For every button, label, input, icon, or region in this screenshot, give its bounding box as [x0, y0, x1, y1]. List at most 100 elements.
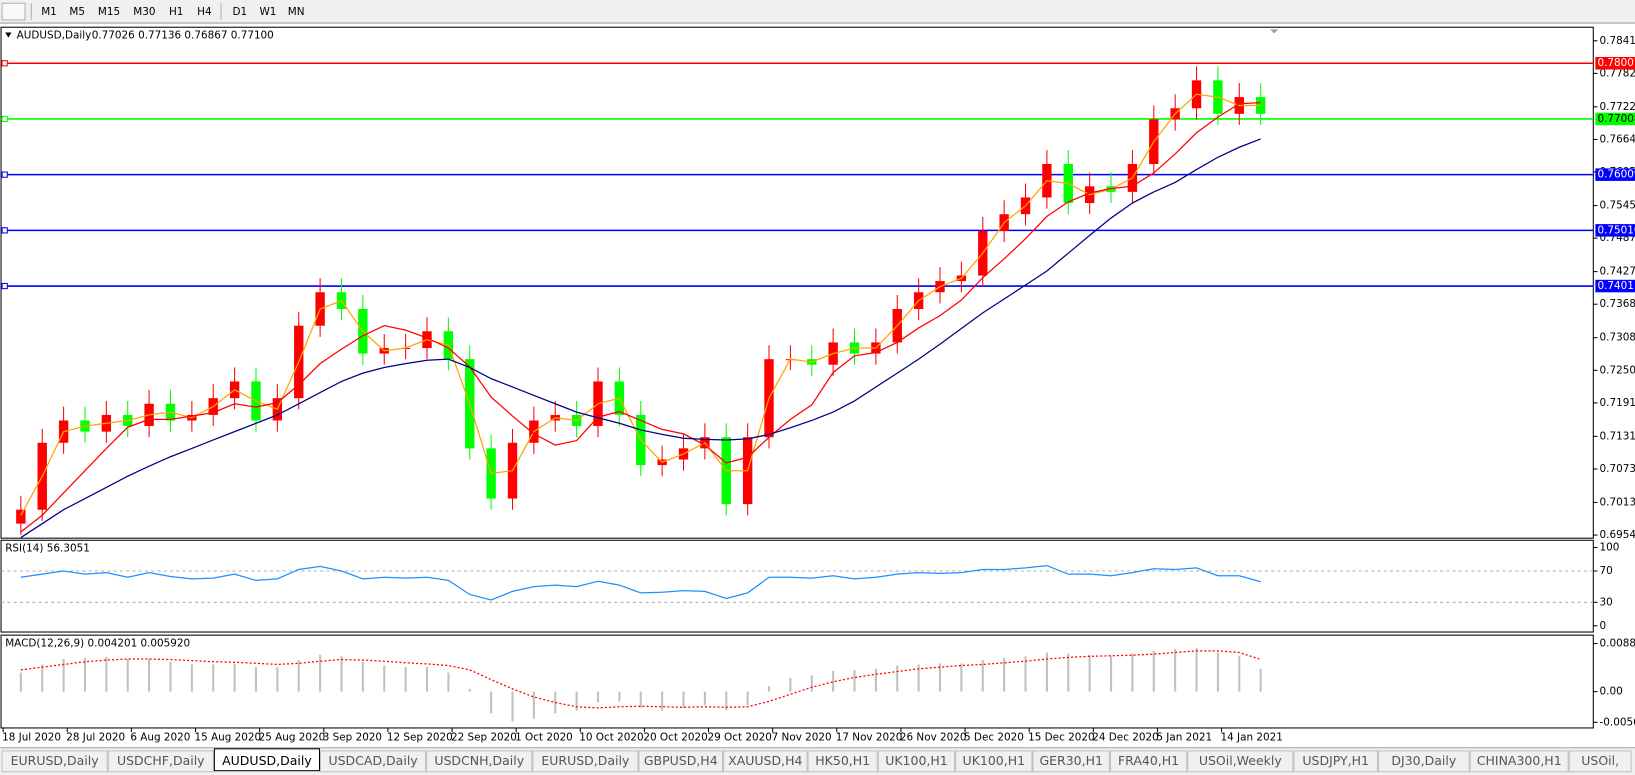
y-tick-label: 30	[1600, 596, 1613, 608]
tab-background	[532, 750, 639, 773]
macd-panel-border	[0, 634, 1594, 729]
tab-label: USDCAD,Daily	[328, 753, 418, 768]
tab-background	[955, 750, 1033, 773]
x-tick-label: 28 Jul 2020	[66, 731, 125, 743]
y-tick-label: 0.00884	[1600, 638, 1635, 650]
x-tick-label: 5 Dec 2020	[964, 731, 1024, 743]
timeframe-button[interactable]	[254, 3, 282, 20]
tab-background	[1293, 750, 1378, 773]
tab[interactable]: CHINA300,H1	[1469, 750, 1569, 773]
level-label-box	[1595, 112, 1635, 126]
tab[interactable]: USDCHF,Daily	[107, 750, 214, 773]
tab-background	[723, 750, 808, 773]
tab-background	[426, 750, 533, 773]
level-label-box	[1595, 279, 1635, 293]
timeframe-button[interactable]	[35, 3, 63, 20]
tab-label: GBPUSD,H4	[644, 753, 718, 768]
tab[interactable]: EURUSD,Daily	[1, 750, 108, 773]
level-handle	[1, 60, 8, 67]
timeframe-button[interactable]	[226, 3, 254, 20]
level-label-box	[1595, 168, 1635, 181]
y-tick-label: 0.70730	[1600, 463, 1635, 475]
panel-arrow	[5, 32, 12, 38]
y-tick-label: 0.72500	[1600, 364, 1635, 376]
macd-title: MACD(12,26,9) 0.004201 0.005920	[5, 637, 190, 649]
candle-body	[1255, 97, 1266, 114]
tab[interactable]: GER30,H1	[1032, 750, 1110, 773]
tab[interactable]: EURUSD,Daily	[532, 750, 639, 773]
timeframe-button[interactable]	[190, 3, 218, 20]
moving-average	[20, 138, 1261, 539]
tab-label: AUDUSD,Daily	[222, 753, 312, 768]
y-tick-label: 70	[1600, 565, 1613, 577]
y-tick-label: 0.69545	[1600, 529, 1635, 541]
x-tick-label: 1 Oct 2020	[515, 731, 573, 743]
moving-average	[20, 102, 1261, 533]
tab[interactable]: DJ30,Daily	[1377, 750, 1470, 773]
x-tick-label: 24 Dec 2020	[1092, 731, 1158, 743]
tab-background	[1109, 750, 1188, 773]
timeframe-button[interactable]	[63, 3, 91, 20]
y-tick-label: 0	[1600, 620, 1607, 632]
timeframe-label: H4	[197, 6, 212, 18]
tab-background	[1187, 750, 1294, 773]
y-tick-label: 0.77825	[1600, 67, 1635, 79]
tab-background	[107, 750, 214, 773]
tab[interactable]: USOil,Weekly	[1187, 750, 1294, 773]
y-tick-label: 0.73085	[1600, 332, 1635, 344]
tab[interactable]: GBPUSD,H4	[638, 750, 724, 773]
rsi-title: RSI(14) 56.3051	[5, 543, 90, 555]
tab-label: USOil,	[1581, 753, 1619, 768]
y-tick-label: 0.71915	[1600, 397, 1635, 409]
level-handle	[1, 115, 8, 123]
tab[interactable]: XAUUSD,H4	[723, 750, 808, 773]
timeframe-label: M30	[133, 6, 155, 18]
tab[interactable]: HK50,H1	[807, 750, 878, 773]
y-tick-label: 0.76640	[1600, 133, 1635, 145]
x-tick-label: 17 Nov 2020	[836, 731, 903, 743]
timeframe-button[interactable]	[127, 3, 162, 20]
toolbar-menu-button[interactable]	[1, 2, 26, 21]
tab[interactable]: UK100,H1	[877, 750, 956, 773]
tab-label: USDJPY,H1	[1302, 753, 1369, 768]
level-handle	[1, 171, 8, 178]
shift-marker	[1270, 29, 1279, 34]
tab-background	[1469, 750, 1569, 773]
tab[interactable]: USDCNH,Daily	[426, 750, 533, 773]
level-label: 0.78007	[1597, 57, 1635, 69]
tab[interactable]: FRA40,H1	[1109, 750, 1188, 773]
y-tick-label: -0.00565	[1600, 716, 1635, 728]
y-tick-label: 0.73685	[1600, 298, 1635, 310]
timeframe-button[interactable]	[91, 3, 127, 20]
rsi-panel-border	[0, 539, 1594, 633]
main-panel-border	[0, 26, 1594, 539]
tab[interactable]: AUDUSD,Daily	[213, 748, 321, 772]
x-tick-label: 26 Nov 2020	[900, 731, 967, 743]
level-label: 0.77008	[1597, 113, 1635, 125]
y-tick-label: 0.78410	[1600, 35, 1635, 47]
tab-label: DJ30,Daily	[1391, 753, 1456, 768]
tab-label: USOil,Weekly	[1199, 753, 1283, 768]
timeframe-label: M1	[41, 6, 57, 18]
tab-label: UK100,H1	[963, 753, 1026, 768]
y-tick-label: 100	[1600, 542, 1620, 554]
timeframe-button[interactable]	[282, 3, 310, 20]
level-label-box	[1595, 224, 1635, 237]
x-tick-label: 15 Aug 2020	[194, 731, 261, 743]
tab[interactable]: USDCAD,Daily	[320, 750, 427, 773]
x-tick-label: 15 Dec 2020	[1028, 731, 1094, 743]
tab[interactable]: USOil,	[1568, 750, 1632, 773]
tab-background	[1032, 750, 1110, 773]
ohlc-header: 0.77026 0.77136 0.76867 0.77100	[92, 30, 274, 42]
tab[interactable]: UK100,H1	[955, 750, 1033, 773]
x-tick-label: 5 Jan 2021	[1156, 731, 1212, 743]
tab[interactable]: USDJPY,H1	[1293, 750, 1378, 773]
timeframe-bar: M1 M5 M15 M30 H1 H4 D1 W1 MN	[35, 3, 310, 20]
rsi-line	[20, 564, 1261, 601]
timeframe-button[interactable]	[162, 3, 190, 20]
x-tick-label: 14 Jan 2021	[1221, 731, 1283, 743]
level-label-box	[1595, 56, 1635, 70]
toolbar	[0, 0, 1635, 24]
